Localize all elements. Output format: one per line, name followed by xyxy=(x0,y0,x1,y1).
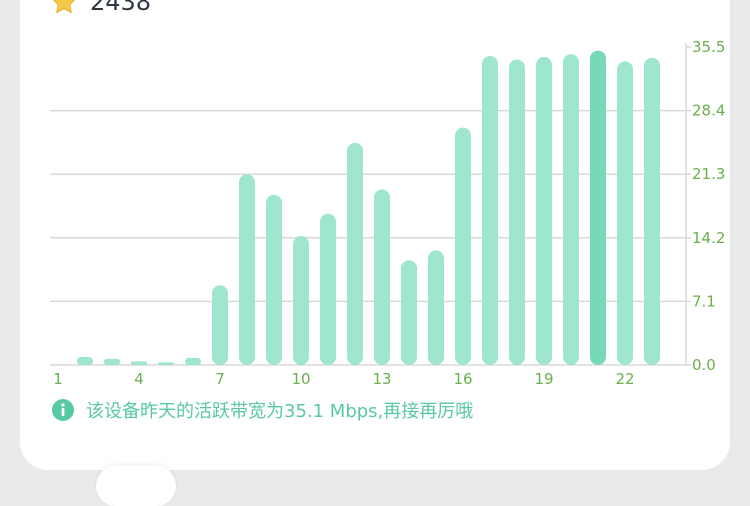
bar xyxy=(455,128,471,365)
bottom-tab-bump xyxy=(96,466,176,506)
bar xyxy=(617,61,633,365)
y-tick-label: 35.5 xyxy=(692,38,725,56)
bar xyxy=(563,54,579,365)
note-text: 该设备昨天的活跃带宽为35.1 Mbps,再接再厉哦 xyxy=(86,397,473,423)
bar xyxy=(428,250,444,365)
bar xyxy=(266,195,282,365)
x-tick-label: 22 xyxy=(615,370,634,388)
x-tick-label: 16 xyxy=(453,370,472,388)
y-tick-label: 14.2 xyxy=(692,229,725,247)
bar xyxy=(401,260,417,365)
y-tick-label: 0.0 xyxy=(692,356,716,374)
y-tick-label: 7.1 xyxy=(692,292,716,310)
x-tick-label: 4 xyxy=(134,370,144,388)
x-tick-label: 1 xyxy=(53,370,63,388)
bar xyxy=(590,51,606,365)
bar xyxy=(239,174,255,365)
bar xyxy=(509,60,525,365)
bandwidth-note: 该设备昨天的活跃带宽为35.1 Mbps,再接再厉哦 xyxy=(52,398,473,422)
bar xyxy=(293,236,309,365)
bar xyxy=(347,143,363,365)
bar xyxy=(158,362,174,365)
bar xyxy=(536,57,552,365)
bar xyxy=(482,56,498,365)
bar xyxy=(77,357,93,365)
y-tick-label: 21.3 xyxy=(692,165,725,183)
bar xyxy=(320,214,336,365)
bar xyxy=(374,189,390,365)
bar xyxy=(104,359,120,365)
bar xyxy=(644,58,660,365)
x-tick-label: 10 xyxy=(291,370,310,388)
x-tick-label: 7 xyxy=(215,370,225,388)
x-tick-label: 13 xyxy=(372,370,391,388)
bar xyxy=(212,285,228,365)
bar xyxy=(185,358,201,365)
x-tick-label: 19 xyxy=(534,370,553,388)
bar xyxy=(131,361,147,365)
info-icon xyxy=(52,399,74,421)
y-tick-label: 28.4 xyxy=(692,102,725,120)
